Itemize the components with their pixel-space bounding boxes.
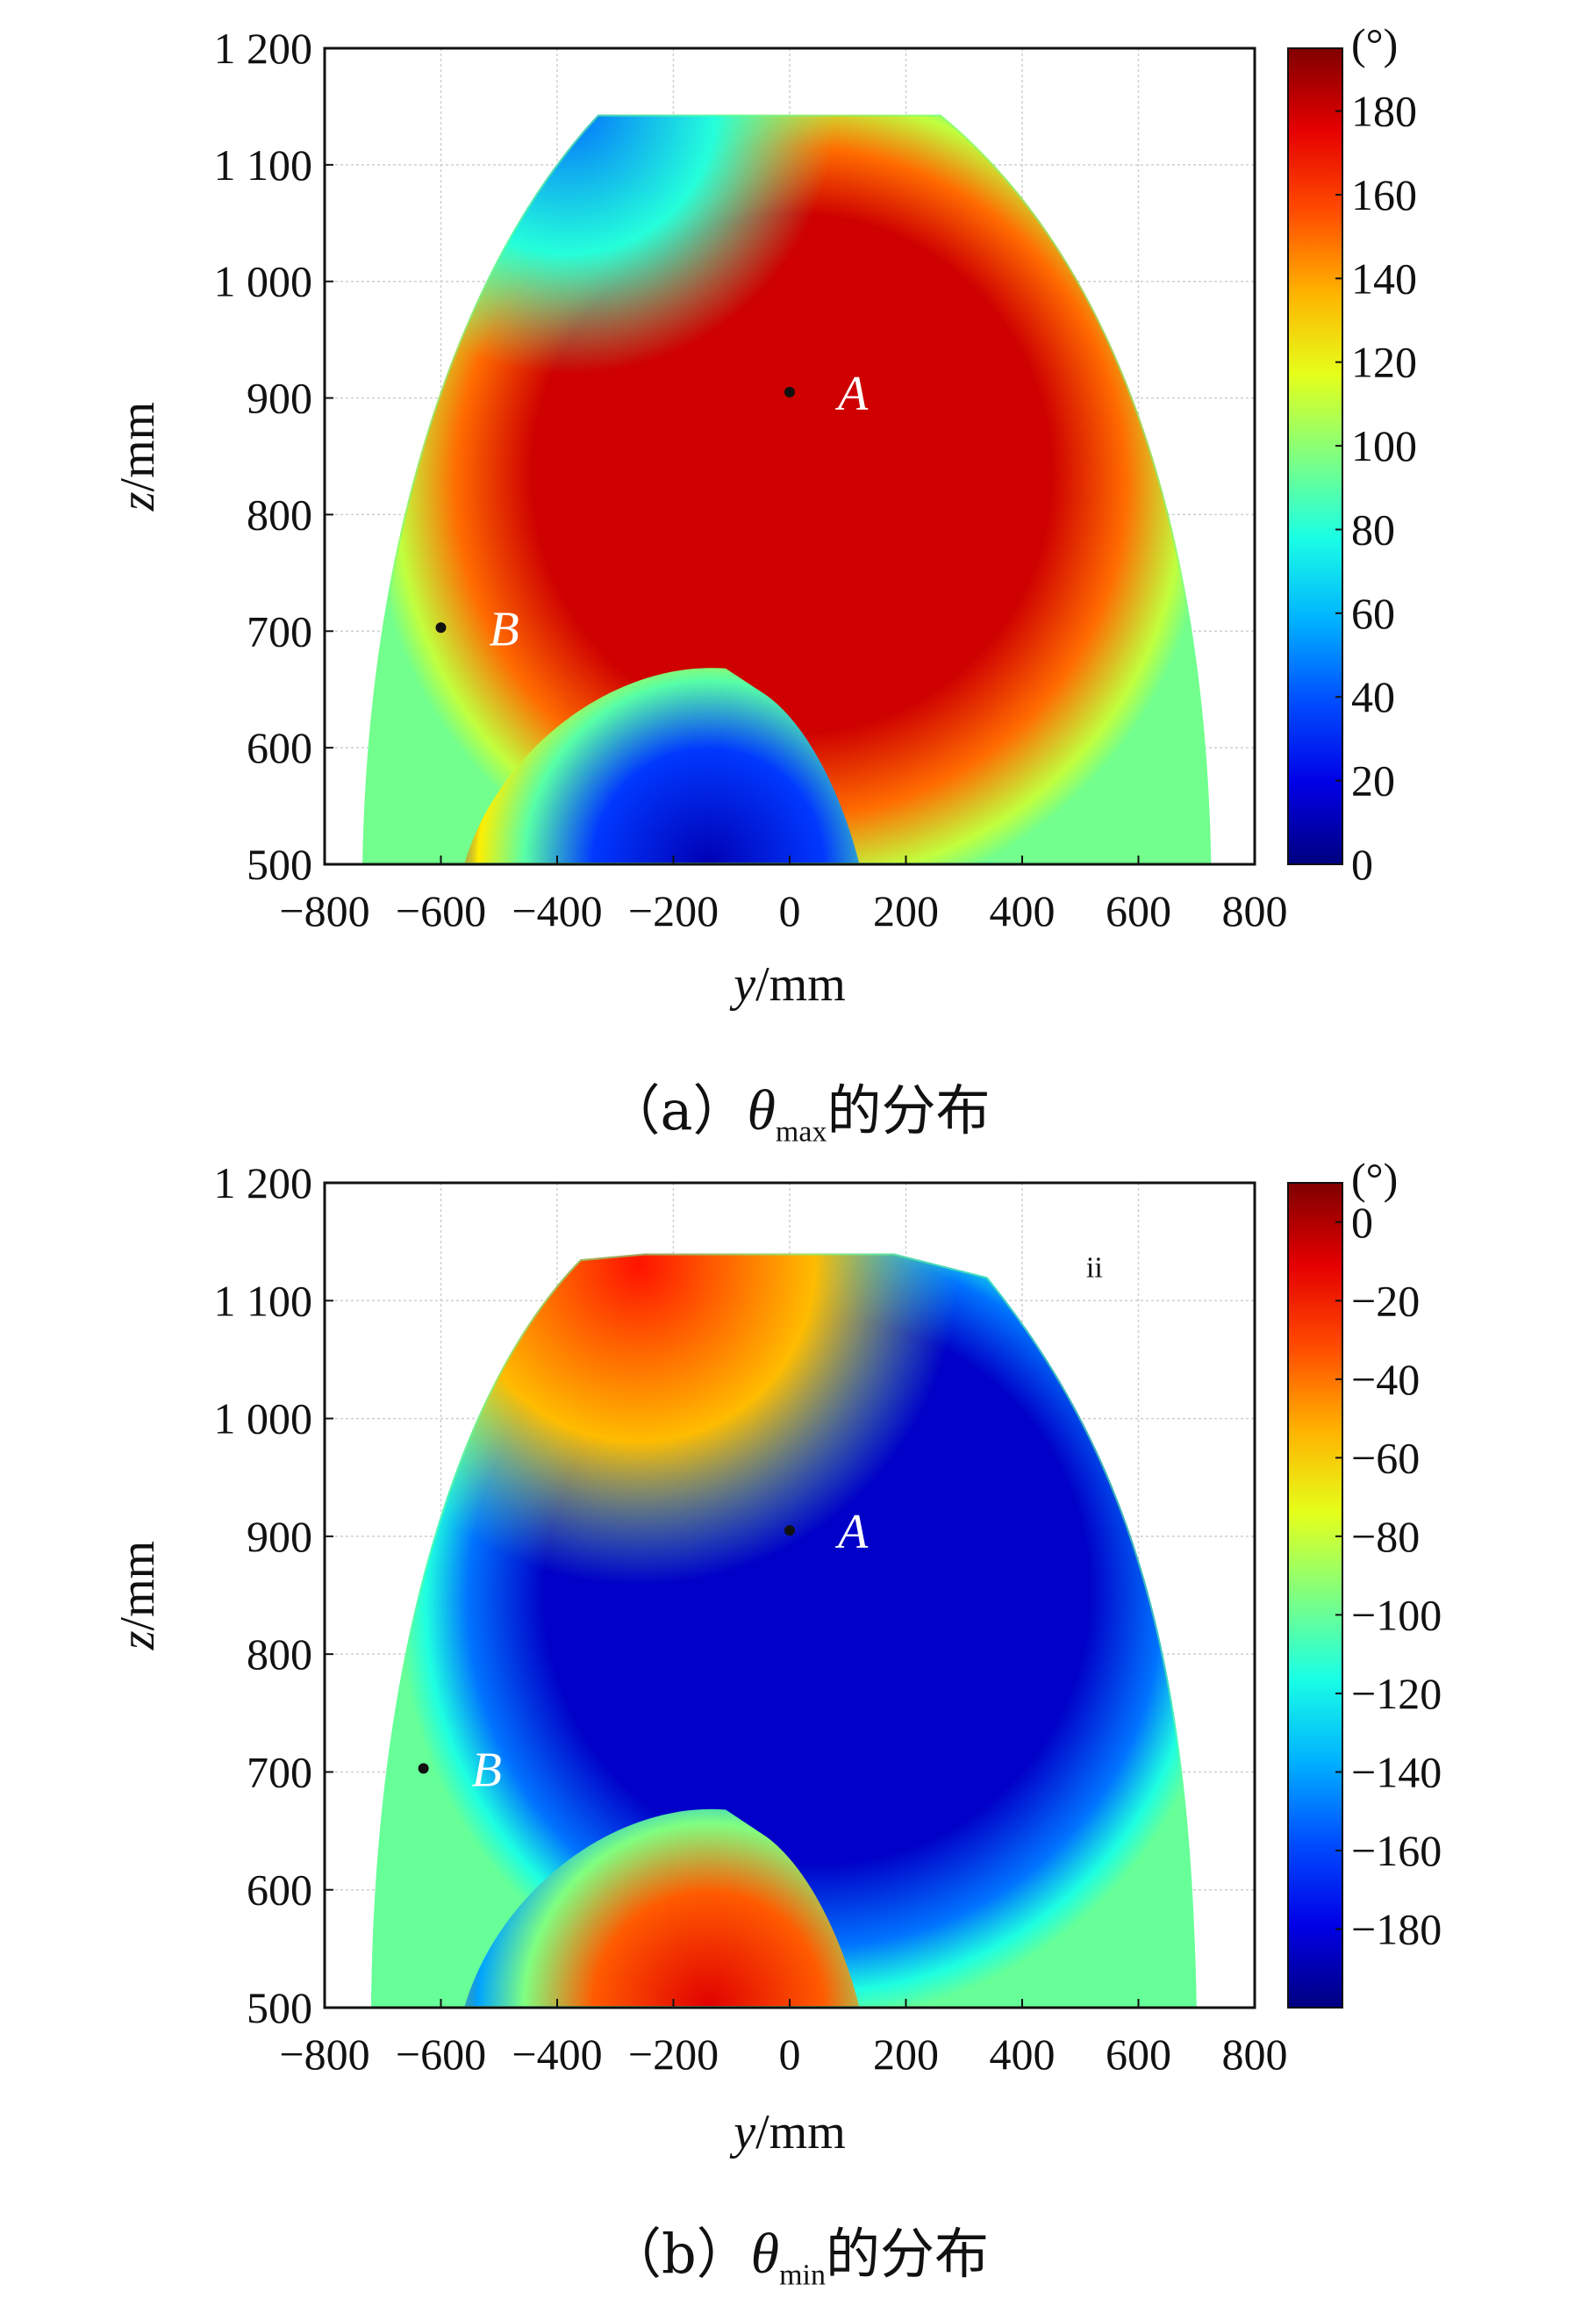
x-tick-label: 200 (873, 886, 939, 935)
y-tick-label: 500 (247, 840, 312, 889)
y-tick-label: 1 200 (214, 24, 313, 73)
colorbar-tick-label: 180 (1351, 87, 1417, 136)
colorbar-tick-label: −100 (1351, 1590, 1442, 1639)
x-tick-label: −200 (628, 886, 719, 935)
colorbar-tick-label: −80 (1351, 1512, 1420, 1561)
colorbar-tick-label: 40 (1351, 672, 1395, 721)
heatmap-chart-a: −800 −600 −400 −200 0 200 400 600 80050060070080… (111, 19, 1417, 1012)
colorbar-tick-label: 120 (1351, 338, 1417, 387)
x-tick-label: 400 (990, 2030, 1056, 2079)
x-axis-label: y/mm (729, 2105, 846, 2159)
x-tick-label: 800 (1222, 886, 1288, 935)
colorbar-tick-label: −40 (1351, 1355, 1420, 1404)
point-a-label: A (834, 1505, 869, 1559)
field-inner-lobe (464, 668, 860, 864)
caption-b: （b）θmin的分布 (606, 2222, 990, 2292)
field-inner-lobe (464, 1808, 860, 2008)
y-tick-label: 1 200 (214, 1158, 313, 1207)
point-b-marker (418, 1763, 429, 1774)
y-tick-label: 900 (247, 374, 312, 423)
y-tick-label: 1 000 (214, 257, 313, 306)
y-tick-label: 1 100 (214, 1276, 313, 1325)
x-tick-label: 0 (779, 886, 801, 935)
x-tick-label: −600 (396, 2030, 486, 2079)
y-tick-label: 700 (247, 606, 312, 655)
colorbar-tick-label: 160 (1351, 170, 1417, 219)
point-a-label: A (834, 367, 869, 421)
colorbar-tick-label: −160 (1351, 1826, 1442, 1875)
x-tick-label: −200 (628, 2030, 719, 2079)
x-tick-label: 600 (1106, 2030, 1171, 2079)
y-axis-label: z/mm (111, 1541, 165, 1651)
x-tick-label: −800 (279, 886, 369, 935)
y-tick-label: 800 (247, 1629, 312, 1679)
y-tick-label: 800 (247, 490, 312, 539)
panel-a: −800 −600 −400 −200 0 200 400 600 800 500 600 700 80… (0, 0, 1596, 1156)
point-b-label: B (472, 1743, 502, 1797)
point-b-label: B (490, 602, 519, 656)
annotation-label: ii (1086, 1251, 1103, 1284)
x-tick-label: −400 (512, 2030, 602, 2079)
y-tick-label: 600 (247, 723, 312, 772)
colorbar (1287, 47, 1343, 865)
y-tick-label: 500 (247, 1983, 312, 2032)
colorbar-tick-label: 80 (1351, 505, 1395, 554)
x-tick-label: 800 (1222, 2030, 1288, 2079)
heatmap-chart-b: −800 −600 −400 −200 0 200 400 600 80050060070080… (111, 1156, 1442, 2159)
x-tick-label: −400 (512, 886, 602, 935)
point-b-marker (435, 622, 447, 634)
colorbar-tick-label: 140 (1351, 254, 1417, 303)
colorbar-tick-label: −140 (1351, 1747, 1442, 1796)
panel-b: −800 −600 −400 −200 0 200 400 600 800 500 600 700 80… (0, 1156, 1596, 2313)
colorbar-tick-label: 0 (1351, 840, 1373, 889)
x-tick-label: 600 (1106, 886, 1171, 935)
colorbar-tick-label: 20 (1351, 756, 1395, 806)
x-tick-label: 0 (779, 2030, 801, 2079)
y-tick-label: 1 000 (214, 1394, 313, 1443)
x-axis-label: y/mm (729, 957, 846, 1012)
colorbar-tick-label: 60 (1351, 589, 1395, 638)
caption-a: （a）θmax的分布 (605, 1078, 991, 1149)
y-axis-label: z/mm (111, 402, 165, 512)
x-tick-label: 200 (873, 2030, 939, 2079)
y-tick-label: 600 (247, 1865, 312, 1915)
colorbar-unit-label: (°) (1351, 1156, 1398, 1203)
colorbar-tick-label: −120 (1351, 1669, 1442, 1718)
colorbar (1287, 1182, 1343, 2009)
colorbar-unit-label: (°) (1351, 19, 1398, 68)
y-tick-label: 900 (247, 1512, 312, 1561)
colorbar-tick-label: 0 (1351, 1198, 1373, 1247)
x-tick-label: 400 (990, 886, 1056, 935)
x-tick-label: −600 (396, 886, 486, 935)
colorbar-tick-label: −60 (1351, 1433, 1420, 1482)
colorbar-tick-label: −20 (1351, 1276, 1420, 1325)
point-a-marker (784, 1525, 795, 1536)
x-tick-label: −800 (279, 2030, 369, 2079)
y-tick-label: 700 (247, 1747, 312, 1796)
colorbar-tick-label: 100 (1351, 421, 1417, 470)
y-tick-label: 1 100 (214, 140, 313, 190)
point-a-marker (784, 386, 795, 397)
colorbar-tick-label: −180 (1351, 1904, 1442, 1953)
